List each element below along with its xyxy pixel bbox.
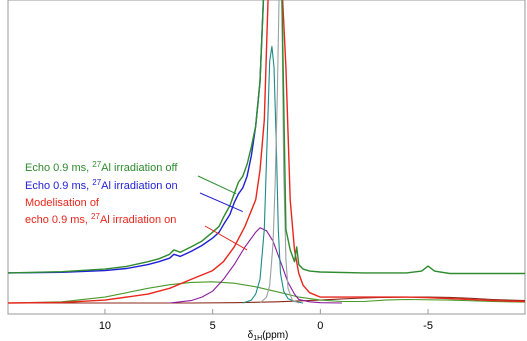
x-tick-label: -5 <box>423 320 433 332</box>
annotation-arrow-echo-on <box>199 192 243 213</box>
annotation-arrow-echo-off <box>197 175 237 195</box>
annotation-arrow-model-total <box>204 225 248 251</box>
x-tick-label: 5 <box>210 320 216 332</box>
series-line-comp-narrow-grey <box>259 0 300 304</box>
legend-entry-model-1: Modelisation of <box>25 197 100 209</box>
series-line-comp-broad <box>8 281 525 304</box>
x-axis-label: δ1H(ppm) <box>248 330 289 341</box>
legend-entry-echo-off: Echo 0.9 ms, 27Al irradiation off <box>25 160 178 174</box>
x-axis: 10 5 0 -5 <box>99 309 433 332</box>
x-tick-label: 10 <box>99 320 111 332</box>
series-line-comp-purple <box>169 227 342 304</box>
series-line-echo-on <box>8 0 265 274</box>
series-line-model-total <box>8 0 525 304</box>
plot-frame <box>7 0 526 315</box>
series-line-echo-off <box>8 0 525 275</box>
legend-entry-model-2: echo 0.9 ms, 27Al irradiation on <box>25 212 176 226</box>
series-layer <box>8 0 525 304</box>
x-tick-label: 0 <box>317 320 323 332</box>
legend-entry-echo-on: Echo 0.9 ms, 27Al irradiation on <box>25 178 178 192</box>
legend: Echo 0.9 ms, 27Al irradiation off Echo 0… <box>25 160 178 226</box>
annotation-layer <box>197 175 248 251</box>
series-line-comp-narrow-teal <box>242 45 304 304</box>
series-line-comp-wide-right <box>8 296 525 304</box>
